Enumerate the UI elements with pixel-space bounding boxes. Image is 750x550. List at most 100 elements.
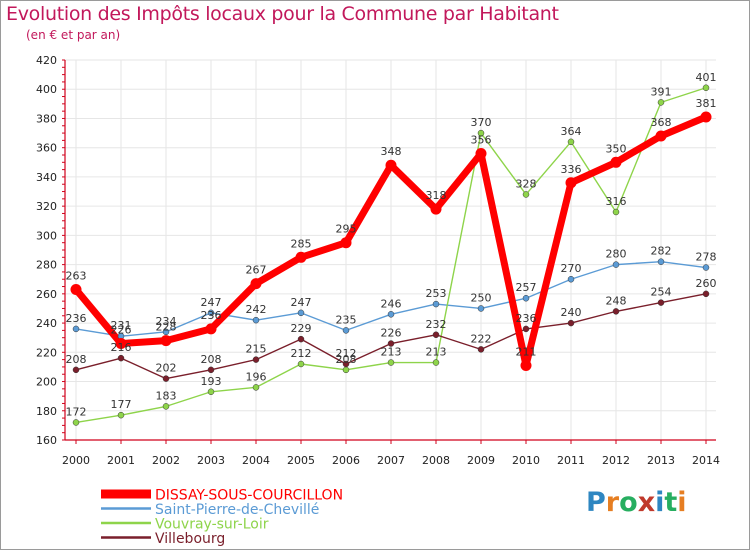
data-point <box>340 237 352 249</box>
data-point <box>702 290 710 298</box>
data-label: 267 <box>246 264 267 277</box>
chart-subtitle: (en € et par an) <box>26 28 121 42</box>
y-tick-label: 180 <box>36 405 57 418</box>
data-point <box>567 138 575 146</box>
data-label: 211 <box>516 345 537 358</box>
data-label: 226 <box>111 324 132 337</box>
data-label: 356 <box>471 134 492 147</box>
data-point <box>342 360 350 368</box>
data-label: 254 <box>651 286 672 299</box>
data-point <box>522 325 530 333</box>
data-label: 263 <box>66 269 87 282</box>
data-label: 282 <box>651 245 672 258</box>
data-point <box>612 208 620 216</box>
data-label: 248 <box>606 294 627 307</box>
data-point <box>657 299 665 306</box>
y-tick-label: 320 <box>36 200 57 213</box>
logo-letter: i <box>655 487 665 518</box>
data-point <box>477 129 485 137</box>
data-label: 213 <box>381 346 402 359</box>
data-point <box>610 156 622 168</box>
data-label: 381 <box>696 97 717 110</box>
data-point <box>297 335 305 343</box>
data-point <box>565 177 577 189</box>
x-tick-label: 2004 <box>242 454 270 467</box>
axes <box>62 59 716 444</box>
y-tick-label: 220 <box>36 346 57 359</box>
data-point <box>702 264 710 271</box>
x-tick-label: 2008 <box>422 454 450 467</box>
data-point <box>432 359 440 366</box>
data-point <box>657 258 665 265</box>
y-tick-label: 200 <box>36 376 57 389</box>
y-tick-label: 340 <box>36 171 57 184</box>
x-tick-label: 2001 <box>107 454 135 467</box>
data-point <box>72 419 80 426</box>
logo-letter: o <box>619 487 638 518</box>
logo-letter: i <box>677 487 687 518</box>
data-point <box>612 261 620 268</box>
data-label: 257 <box>516 281 537 294</box>
data-label: 212 <box>336 347 357 360</box>
x-tick-labels: 2000 2001 2002 2003 2004 2005 2006 2007 2008 2009… <box>62 454 720 467</box>
data-point <box>432 331 440 339</box>
data-point <box>522 191 530 198</box>
y-tick-label: 380 <box>36 112 57 125</box>
data-label: 278 <box>696 251 717 264</box>
x-tick-label: 2010 <box>512 454 540 467</box>
data-label: 316 <box>606 195 627 208</box>
data-label: 213 <box>426 346 447 359</box>
legend: DISSAY-SOUS-COURCILLONSaint-Pierre-de-Ch… <box>101 488 343 547</box>
data-label: 247 <box>201 296 222 309</box>
data-point <box>702 84 710 92</box>
data-label: 196 <box>246 370 267 383</box>
x-tick-label: 2011 <box>557 454 585 467</box>
proxiti-logo: Proxiti <box>586 487 687 518</box>
x-tick-label: 2014 <box>692 454 720 467</box>
data-label: 231 <box>111 319 132 332</box>
x-tick-label: 2000 <box>62 454 90 467</box>
x-tick-label: 2012 <box>602 454 630 467</box>
data-point <box>387 311 395 318</box>
data-point <box>162 403 170 410</box>
data-label: 240 <box>561 306 582 319</box>
y-tick-label: 260 <box>36 288 57 301</box>
data-point <box>207 366 215 374</box>
data-point <box>207 388 215 396</box>
data-point <box>475 148 487 160</box>
logo-letter: t <box>664 487 678 518</box>
data-point <box>205 323 217 335</box>
data-point <box>297 360 305 368</box>
data-point <box>520 359 532 371</box>
data-label: 370 <box>471 116 492 129</box>
data-label: 232 <box>426 318 447 331</box>
data-label: 253 <box>426 287 447 300</box>
data-label: 368 <box>651 116 672 129</box>
data-label: 202 <box>156 362 177 375</box>
data-labels: 236 231 234 247 242 247 235 246 253 250 257 270 280 2… <box>66 71 717 419</box>
data-point <box>162 375 170 382</box>
legend-label: Villebourg <box>155 531 225 547</box>
data-point <box>700 111 712 123</box>
data-label: 391 <box>651 85 672 98</box>
data-point <box>70 283 82 295</box>
data-point <box>160 335 172 347</box>
data-label: 260 <box>696 277 717 290</box>
data-label: 208 <box>336 353 357 366</box>
data-point <box>252 316 260 324</box>
data-point <box>250 278 262 290</box>
y-tick-label: 400 <box>36 83 57 96</box>
y-tick-label: 160 <box>36 434 57 447</box>
data-point <box>115 338 127 350</box>
y-tick-label: 300 <box>36 229 57 242</box>
data-point <box>297 309 305 317</box>
logo-letter: P <box>586 487 606 518</box>
data-label: 250 <box>471 291 492 304</box>
data-label: 234 <box>156 315 177 328</box>
logo-letter: r <box>605 487 620 518</box>
data-point <box>387 359 395 366</box>
data-label: 328 <box>516 177 537 190</box>
data-point <box>477 346 485 353</box>
data-label: 350 <box>606 142 627 155</box>
